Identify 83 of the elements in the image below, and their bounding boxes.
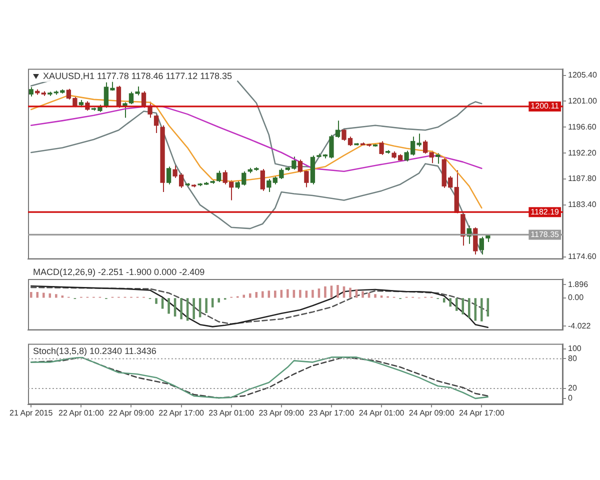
y-tick-label: 1.896 <box>568 280 589 289</box>
y-tick-label: 1183.40 <box>568 200 597 210</box>
bar <box>292 290 296 298</box>
candlestick <box>166 166 172 185</box>
x-tick-label: 24 Apr 01:00 <box>358 408 405 418</box>
candlestick <box>436 152 440 164</box>
candlestick <box>416 133 422 148</box>
y-tick-label: 100 <box>568 344 582 353</box>
y-tick-label: 0.00 <box>568 293 584 302</box>
bar <box>255 292 258 298</box>
bar <box>205 298 208 313</box>
bar <box>318 288 320 298</box>
bar <box>442 298 446 302</box>
y-tick-label: -4.022 <box>568 321 592 330</box>
bar <box>330 286 333 298</box>
bar <box>480 298 483 322</box>
bar <box>374 294 376 298</box>
candlestick <box>379 140 384 156</box>
bar <box>55 294 58 298</box>
bar <box>242 294 246 298</box>
x-tick-label: 23 Apr 17:00 <box>308 408 355 418</box>
bar <box>161 298 164 309</box>
x-tick-label: 21 Apr 2015 <box>10 408 54 418</box>
y-tick-label: 0 <box>568 394 573 403</box>
y-tick-label: 1192.20 <box>568 148 597 158</box>
chart-title: Stoch(13,5,8) 10.2340 11.3436 <box>33 346 156 356</box>
bar <box>274 290 276 298</box>
y-tick-label: 1205.40 <box>568 70 598 80</box>
ref-line-label: 1182.19 <box>530 207 560 216</box>
bar <box>42 292 45 298</box>
y-tick-label: 80 <box>568 354 578 363</box>
bar <box>362 291 364 298</box>
x-tick-label: 22 Apr 01:00 <box>58 408 104 418</box>
bar <box>192 298 195 320</box>
candlestick <box>473 226 478 255</box>
ref-line-label: 1200.11 <box>530 102 560 111</box>
candlestick <box>260 168 265 192</box>
bar <box>368 292 370 298</box>
bar <box>336 284 339 298</box>
y-tick-label: 1187.80 <box>568 174 597 184</box>
bar <box>312 290 314 298</box>
bar <box>455 298 458 311</box>
y-tick-label: 1174.60 <box>568 252 597 262</box>
bar <box>262 291 264 298</box>
bar <box>155 298 158 304</box>
bar <box>468 298 470 318</box>
bar <box>305 290 308 298</box>
bar <box>168 298 170 314</box>
bar <box>286 289 289 298</box>
chart-title: MACD(12,26,9) -2.251 -1.900 0.000 -2.409 <box>33 267 205 277</box>
candlestick <box>28 86 34 98</box>
bar <box>268 290 270 298</box>
x-tick-label: 23 Apr 01:00 <box>208 408 255 418</box>
bar <box>30 292 32 298</box>
ref-line-label: 1178.35 <box>530 230 560 239</box>
bar <box>211 298 214 308</box>
bar <box>449 298 452 307</box>
bar <box>180 298 182 320</box>
bar <box>349 288 352 298</box>
candlestick <box>429 150 434 164</box>
x-tick-label: 22 Apr 17:00 <box>158 408 205 418</box>
bar <box>280 290 283 298</box>
chart-title: XAUUSD,H1 1177.78 1178.46 1177.12 1178.35 <box>43 70 232 81</box>
x-tick-label: 24 Apr 17:00 <box>458 408 505 418</box>
candlestick <box>154 114 159 134</box>
y-tick-label: 1201.00 <box>568 96 598 106</box>
candlestick <box>216 170 222 182</box>
bar <box>324 286 326 298</box>
x-tick-label: 23 Apr 09:00 <box>258 408 305 418</box>
candlestick <box>423 140 428 154</box>
bar <box>462 298 464 314</box>
candlestick <box>266 178 272 192</box>
x-tick-label: 22 Apr 09:00 <box>108 408 154 418</box>
x-tick-label: 24 Apr 09:00 <box>408 408 455 418</box>
bar <box>249 293 252 298</box>
bar <box>36 292 39 298</box>
bar <box>218 298 220 302</box>
bar <box>299 290 302 298</box>
bar <box>355 289 358 298</box>
bar <box>48 293 52 298</box>
candlestick <box>460 212 466 246</box>
y-tick-label: 20 <box>568 384 578 393</box>
y-tick-label: 1196.60 <box>568 122 597 132</box>
